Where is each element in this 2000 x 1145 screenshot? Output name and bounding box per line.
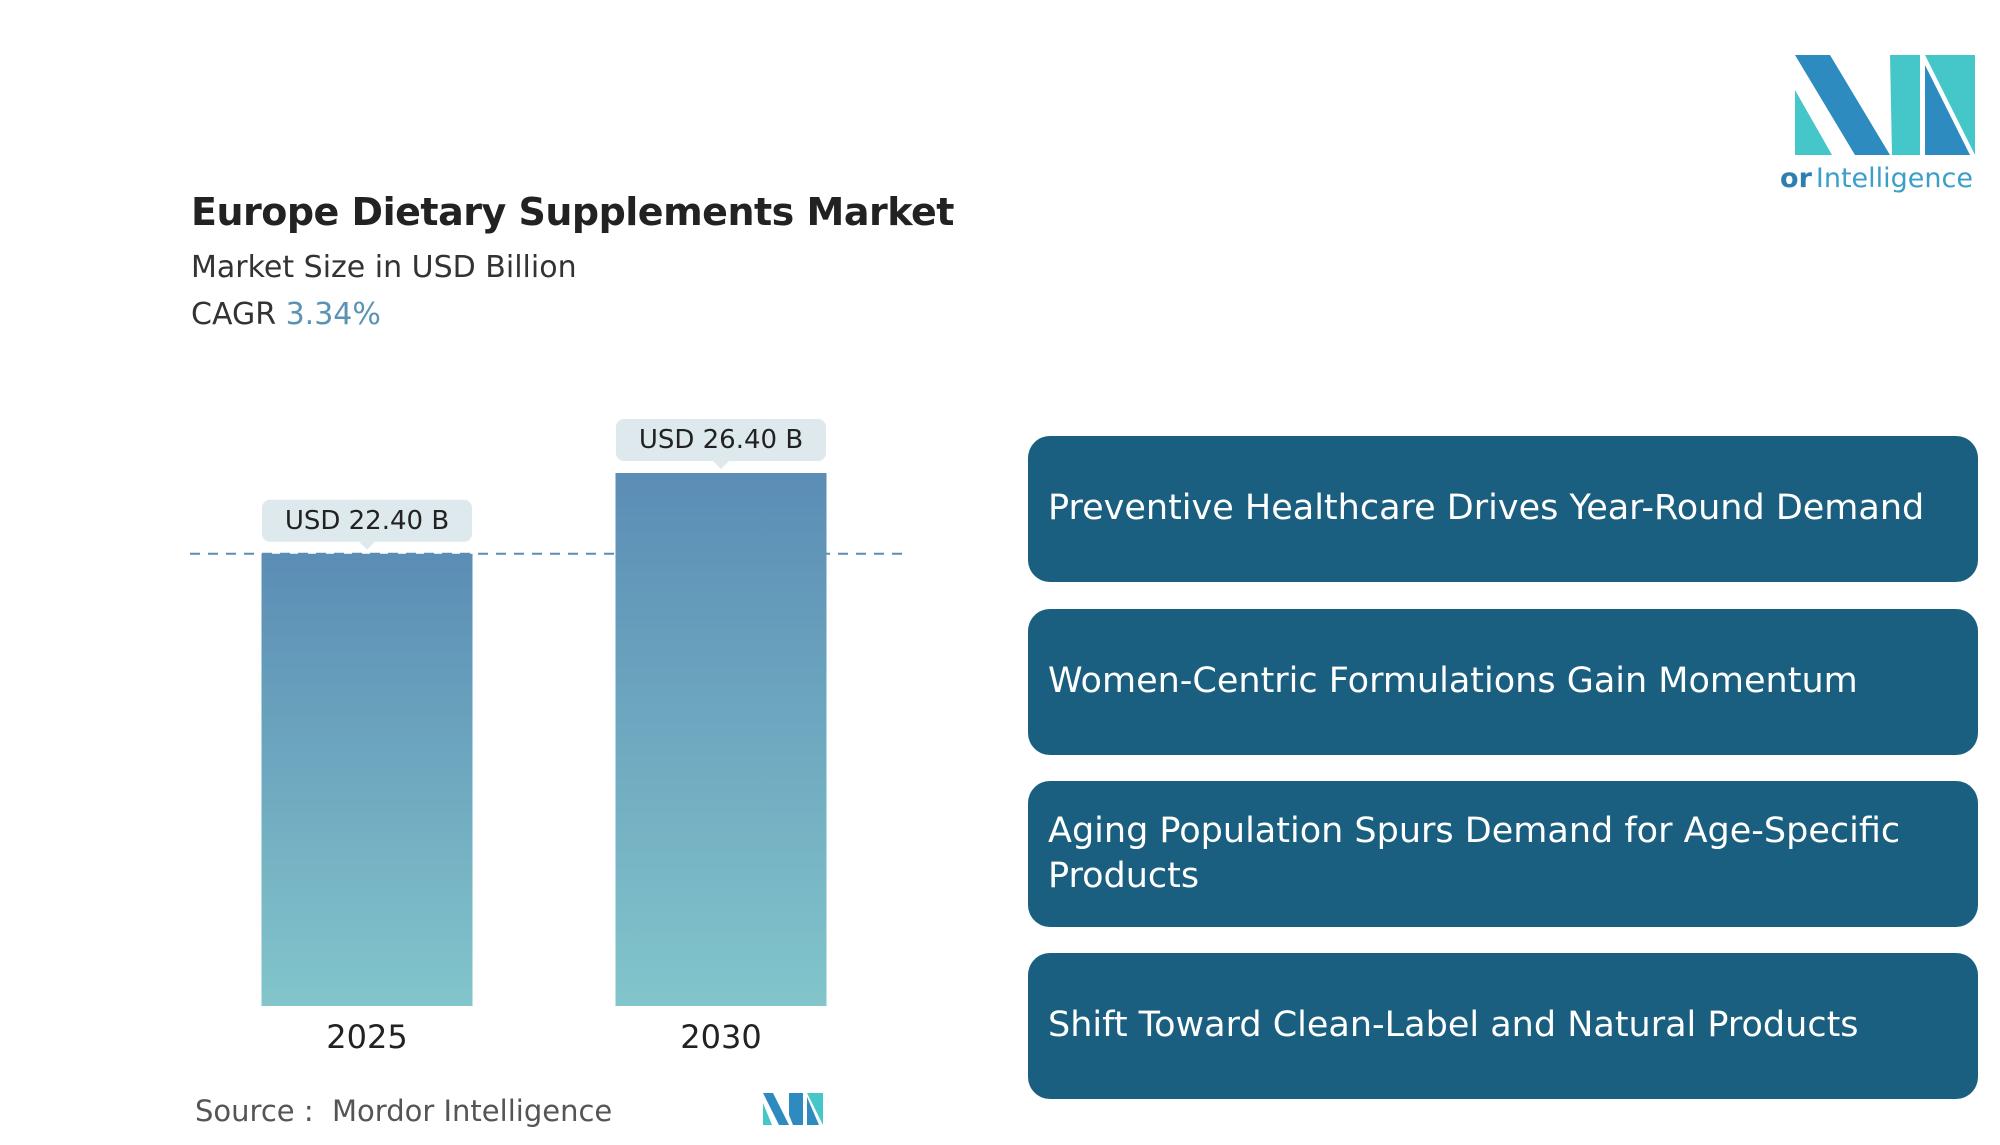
value-label-box xyxy=(262,499,472,542)
x-tick-label: 2025 xyxy=(326,1018,407,1056)
highlight-card: Women-Centric Formulations Gain Momentum xyxy=(1028,609,1978,755)
source: Source : Mordor Intelligence xyxy=(195,1094,612,1128)
highlight-card: Aging Population Spurs Demand for Age-Sp… xyxy=(1028,781,1978,927)
bar xyxy=(261,553,473,1006)
cagr-value: 3.34% xyxy=(285,297,381,332)
cagr: CAGR 3.34% xyxy=(191,297,381,332)
bar xyxy=(615,473,827,1006)
logo-suffix: Intelligence xyxy=(1816,163,1973,194)
highlight-card: Preventive Healthcare Drives Year-Round … xyxy=(1028,436,1978,582)
highlight-card: Shift Toward Clean-Label and Natural Pro… xyxy=(1028,953,1978,1099)
value-label-pointer xyxy=(713,461,729,469)
value-label-box xyxy=(616,419,826,461)
logo-brand: Mordor xyxy=(1780,163,1813,194)
subtitle: Market Size in USD Billion xyxy=(191,250,577,285)
value-label: USD 22.40 B xyxy=(285,506,449,536)
value-label: USD 26.40 B xyxy=(639,425,803,455)
source-label: Source : xyxy=(195,1094,314,1128)
x-tick-label: 2030 xyxy=(680,1018,761,1056)
cagr-label: CAGR xyxy=(191,297,277,332)
source-name: Mordor Intelligence xyxy=(332,1094,613,1128)
chart: USD 22.40 B 2025 USD 26.40 B 2030 xyxy=(190,419,903,1125)
small-logo xyxy=(763,1093,823,1125)
value-label-pointer xyxy=(359,541,375,550)
title: Europe Dietary Supplements Market xyxy=(191,190,954,234)
